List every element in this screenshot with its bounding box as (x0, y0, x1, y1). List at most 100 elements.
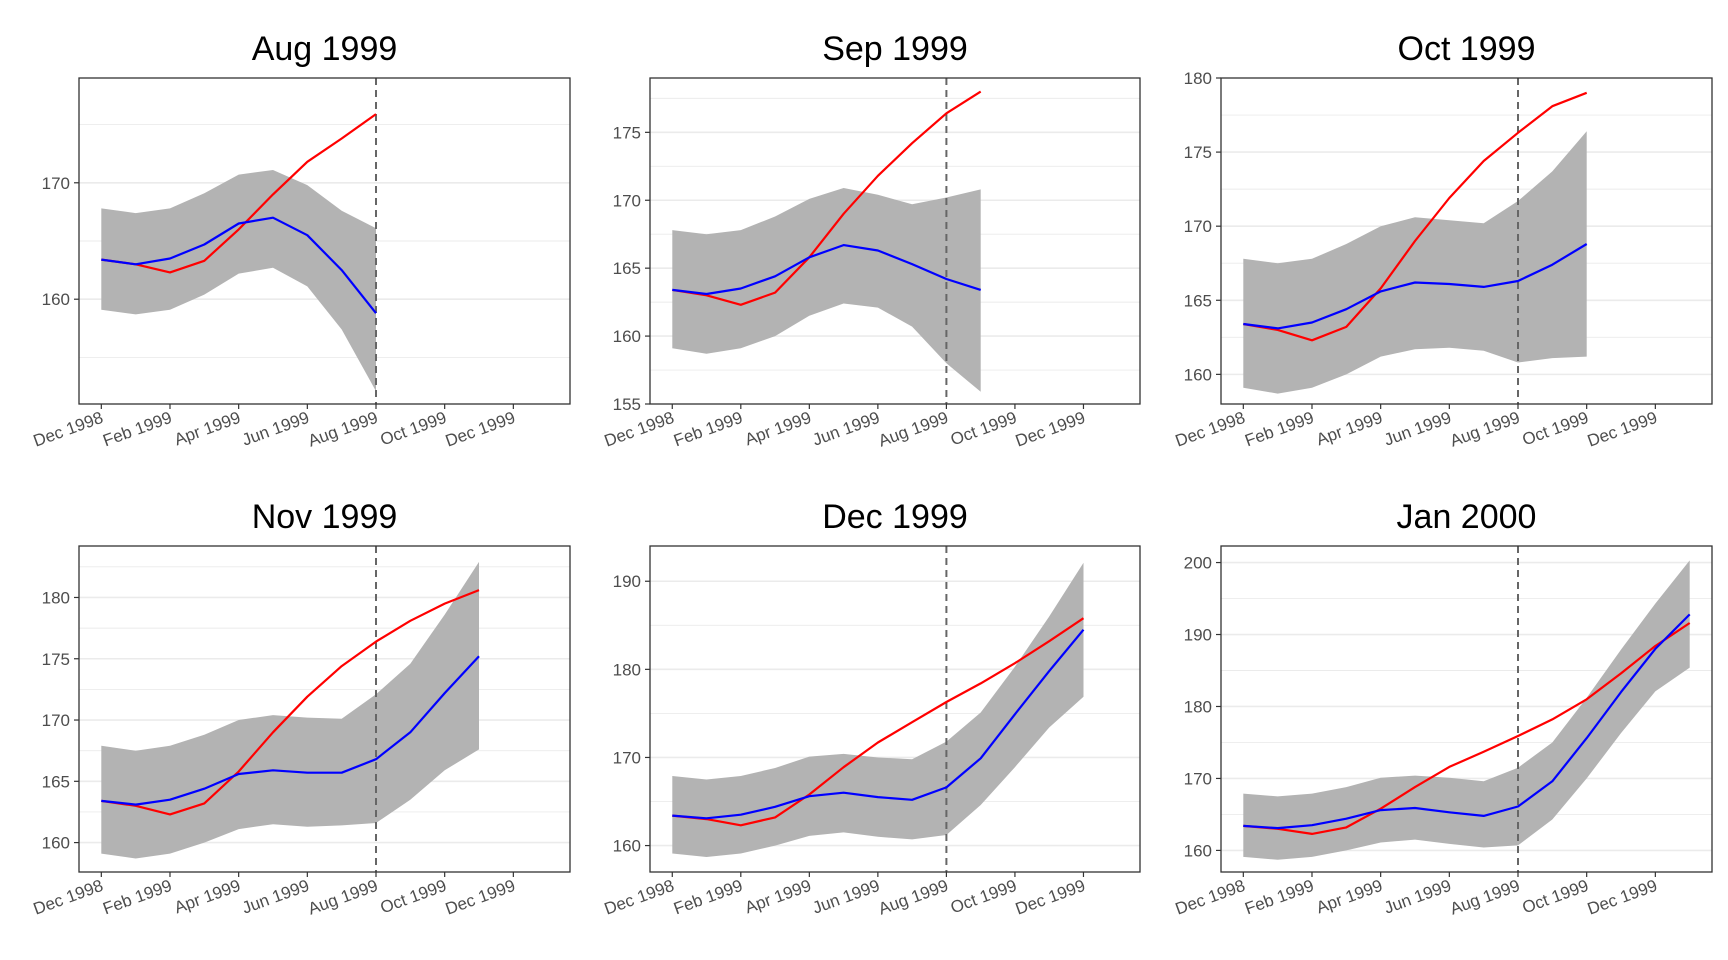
x-tick-label: Apr 1999 (1314, 408, 1385, 449)
x-tick-label: Aug 1999 (876, 408, 951, 451)
y-tick-label: 180 (1184, 69, 1212, 88)
x-tick-label: Oct 1999 (378, 408, 449, 449)
prediction-band (672, 562, 1084, 857)
y-tick-label: 160 (1184, 841, 1212, 860)
y-tick-label: 160 (42, 834, 70, 853)
x-tick-label: Feb 1999 (100, 408, 174, 450)
x-tick-label: Oct 1999 (1520, 876, 1591, 917)
x-tick-label: Dec 1998 (602, 408, 677, 451)
x-tick-label: Jun 1999 (810, 876, 882, 918)
y-tick-label: 165 (613, 259, 641, 278)
y-tick-label: 170 (1184, 217, 1212, 236)
panel-border (1220, 545, 1713, 873)
x-tick-label: Dec 1998 (31, 408, 106, 451)
y-tick-label: 175 (42, 650, 70, 669)
x-tick-label: Dec 1999 (1585, 876, 1660, 919)
y-tick-label: 160 (1184, 365, 1212, 384)
panel-title: Nov 1999 (252, 498, 398, 536)
panel-border (78, 545, 571, 873)
actual-series-line (1243, 91, 1588, 342)
x-tick-label: Apr 1999 (742, 408, 813, 449)
prediction-band (101, 561, 480, 859)
y-tick-label: 170 (1184, 769, 1212, 788)
x-tick-label: Feb 1999 (671, 876, 745, 918)
panel-title: Dec 1999 (822, 498, 968, 536)
x-tick-label: Dec 1999 (1013, 876, 1088, 919)
actual-series-line (672, 617, 1085, 827)
x-tick-label: Jun 1999 (239, 876, 311, 918)
x-tick-label: Apr 1999 (172, 408, 243, 449)
x-tick-label: Dec 1998 (602, 876, 677, 919)
x-tick-label: Feb 1999 (1242, 408, 1316, 450)
y-tick-label: 160 (42, 290, 70, 309)
panel-title: Sep 1999 (822, 30, 968, 68)
actual-series-line (1243, 622, 1691, 836)
x-tick-label: Oct 1999 (948, 408, 1019, 449)
forecast-series-line (101, 655, 480, 806)
forecast-series-line (1243, 243, 1588, 330)
x-tick-label: Apr 1999 (1314, 876, 1385, 917)
y-tick-label: 200 (1184, 554, 1212, 573)
y-tick-label: 180 (42, 588, 70, 607)
y-tick-label: 165 (42, 772, 70, 791)
x-tick-label: Dec 1998 (1173, 408, 1248, 451)
actual-series-line (101, 113, 377, 274)
forecast-series-line (101, 216, 377, 314)
x-tick-label: Aug 1999 (876, 876, 951, 919)
y-tick-label: 180 (1184, 697, 1212, 716)
x-tick-label: Jun 1999 (810, 408, 882, 450)
x-tick-label: Dec 1999 (1013, 408, 1088, 451)
x-tick-label: Feb 1999 (1242, 876, 1316, 918)
x-tick-label: Oct 1999 (378, 876, 449, 917)
y-tick-label: 170 (613, 748, 641, 767)
x-tick-label: Feb 1999 (100, 876, 174, 918)
x-tick-label: Aug 1999 (305, 408, 380, 451)
panel-title: Aug 1999 (252, 30, 398, 68)
prediction-band (672, 188, 981, 392)
x-tick-label: Apr 1999 (172, 876, 243, 917)
x-tick-label: Jun 1999 (239, 408, 311, 450)
panel-title: Jan 2000 (1397, 498, 1537, 536)
x-tick-label: Dec 1999 (443, 408, 518, 451)
x-tick-label: Jun 1999 (1381, 408, 1453, 450)
y-tick-label: 170 (42, 174, 70, 193)
y-tick-label: 180 (613, 660, 641, 679)
x-tick-label: Dec 1999 (443, 876, 518, 919)
panel-border (78, 77, 571, 405)
prediction-band (1243, 131, 1587, 394)
y-tick-label: 160 (613, 837, 641, 856)
x-tick-label: Dec 1998 (1173, 876, 1248, 919)
x-tick-label: Aug 1999 (1447, 876, 1522, 919)
y-tick-label: 175 (1184, 143, 1212, 162)
prediction-band (1243, 560, 1690, 860)
panel-border (649, 77, 1141, 405)
y-tick-label: 155 (613, 395, 641, 414)
x-tick-label: Feb 1999 (671, 408, 745, 450)
y-tick-label: 170 (613, 191, 641, 210)
x-tick-label: Aug 1999 (1447, 408, 1522, 451)
panel-title: Oct 1999 (1398, 30, 1536, 68)
y-tick-label: 190 (1184, 626, 1212, 645)
x-tick-label: Apr 1999 (742, 876, 813, 917)
actual-series-line (101, 589, 480, 816)
x-tick-label: Jun 1999 (1381, 876, 1453, 918)
x-tick-label: Oct 1999 (948, 876, 1019, 917)
forecast-series-line (672, 244, 982, 296)
y-tick-label: 190 (613, 572, 641, 591)
y-tick-label: 165 (1184, 291, 1212, 310)
x-tick-label: Oct 1999 (1520, 408, 1591, 449)
y-tick-label: 160 (613, 327, 641, 346)
x-tick-label: Dec 1998 (31, 876, 106, 919)
forecast-series-line (1243, 613, 1691, 830)
x-tick-label: Dec 1999 (1585, 408, 1660, 451)
forecast-series-line (672, 628, 1085, 820)
actual-series-line (672, 90, 982, 306)
panel-border (1220, 77, 1713, 405)
